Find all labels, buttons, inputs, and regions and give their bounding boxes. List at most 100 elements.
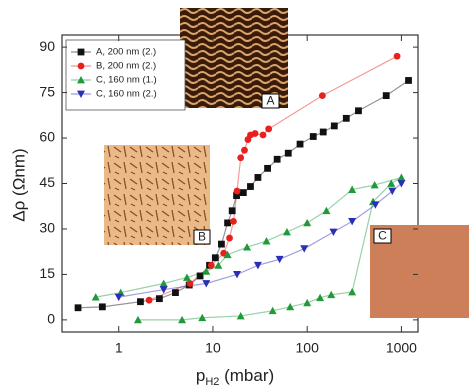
marker (159, 279, 168, 287)
marker (382, 92, 390, 100)
y-tick-label: 45 (39, 174, 55, 190)
plot-area (74, 52, 412, 324)
marker (223, 250, 232, 259)
marker (284, 149, 292, 157)
marker (397, 173, 406, 181)
marker (233, 271, 242, 279)
y-tick-label: 75 (39, 83, 55, 99)
marker (114, 293, 123, 302)
marker (137, 298, 144, 306)
x-title-sub: H2 (205, 376, 219, 388)
x-tick-label: 1000 (386, 340, 417, 356)
legend: A, 200 nm (2.) B, 200 nm (2.) C, 160 nm (1… (65, 39, 186, 111)
inset-a: A (180, 8, 288, 109)
y-tick-label: 90 (39, 38, 55, 54)
marker (74, 304, 82, 312)
y-tick-label: 30 (39, 220, 55, 236)
inset-label-box (261, 93, 280, 109)
marker (251, 130, 259, 137)
marker (239, 189, 247, 196)
marker (327, 290, 336, 299)
marker (348, 185, 357, 193)
marker (329, 228, 338, 236)
marker (259, 131, 267, 139)
marker (300, 245, 309, 253)
marker (318, 92, 326, 100)
marker (319, 128, 327, 136)
marker (178, 315, 187, 324)
marker (77, 48, 85, 56)
inset-image (104, 145, 210, 245)
marker (322, 206, 331, 215)
marker (155, 295, 163, 303)
marker (182, 273, 191, 281)
marker (247, 183, 254, 190)
marker (233, 192, 240, 200)
inset-c: C (370, 225, 469, 318)
inset-b: B (104, 145, 211, 245)
inset-label: C (378, 229, 387, 243)
inset-label: B (198, 230, 206, 244)
marker (370, 181, 379, 189)
marker (388, 187, 397, 196)
marker (254, 174, 262, 181)
x-title-main: p (196, 366, 205, 385)
marker (264, 164, 271, 172)
marker (186, 280, 194, 287)
marker (237, 154, 245, 162)
x-axis-title: pH2 (mbar) (196, 366, 274, 387)
marker (145, 296, 153, 304)
x-tick-label: 1 (115, 340, 123, 356)
marker (262, 237, 271, 245)
marker (133, 315, 142, 324)
legend-label: C, 160 nm (1.) (96, 75, 157, 86)
legend-label: B, 200 nm (2.) (96, 61, 156, 72)
marker (207, 261, 215, 269)
marker (243, 243, 252, 251)
marker (202, 267, 211, 275)
marker (355, 107, 362, 115)
marker (172, 289, 179, 297)
marker (397, 180, 406, 188)
y-tick-label: 60 (39, 129, 55, 145)
legend-label: C, 160 nm (2.) (96, 89, 157, 100)
marker (275, 255, 284, 264)
y-axis-title: Δρ (Ωnm) (9, 148, 28, 221)
marker (198, 313, 207, 322)
marker (387, 179, 396, 187)
y-tick-label: 0 (47, 311, 55, 327)
x-tick-label: 10 (205, 340, 221, 356)
marker (268, 306, 277, 315)
marker (303, 218, 312, 227)
marker (371, 201, 380, 209)
inset-image (180, 8, 288, 108)
x-title-unit: (mbar) (219, 366, 274, 385)
y-tick-label: 15 (39, 265, 55, 281)
marker (214, 261, 223, 269)
marker (296, 140, 304, 148)
marker (236, 311, 245, 320)
marker (224, 219, 231, 227)
marker (273, 155, 281, 163)
x-tick-label: 100 (296, 340, 320, 356)
marker (253, 261, 262, 270)
marker (218, 240, 225, 248)
marker (91, 293, 100, 301)
marker (265, 125, 273, 133)
marker (230, 217, 237, 225)
marker (228, 207, 236, 215)
marker (342, 114, 350, 122)
marker (196, 272, 204, 280)
marker (202, 280, 211, 288)
marker (159, 286, 168, 294)
marker (348, 287, 357, 296)
marker (405, 77, 412, 84)
marker (303, 298, 312, 307)
marker (348, 217, 357, 226)
marker (286, 302, 295, 311)
marker (98, 303, 106, 311)
marker (309, 133, 317, 140)
marker (77, 90, 85, 98)
marker (316, 293, 325, 302)
